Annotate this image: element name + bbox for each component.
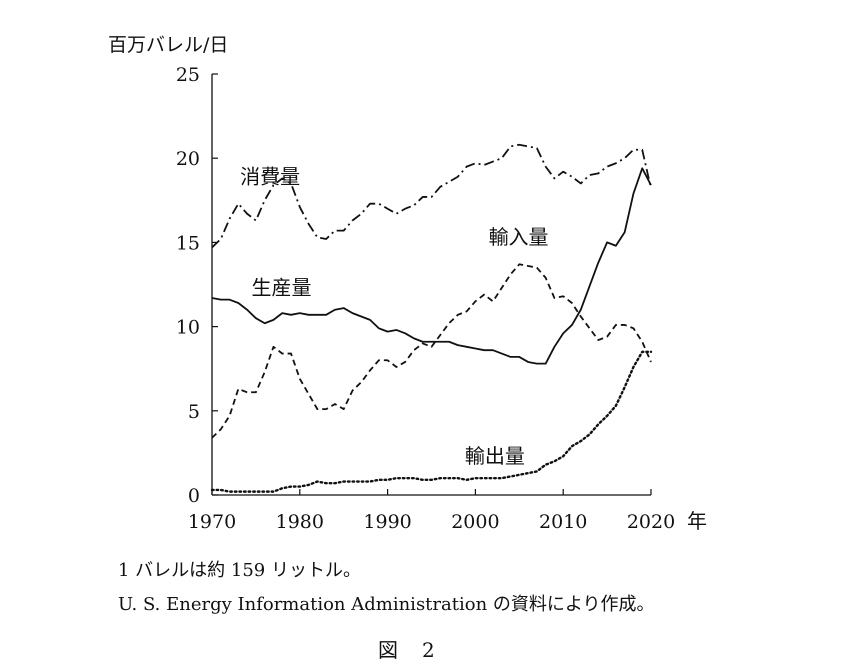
footnote-unit: 1 バレルは約 159 リットル。 bbox=[118, 560, 361, 581]
series-label: 消費量 bbox=[240, 164, 300, 188]
line-chart: 百万バレル/日 0 5 10 15 20 25 1970 1980 1990 2000 2010 2… bbox=[108, 34, 707, 533]
x-tick-label: 2020 bbox=[627, 511, 675, 533]
series-line-2 bbox=[211, 263, 652, 439]
series-label: 生産量 bbox=[252, 276, 312, 300]
y-tick-label: 15 bbox=[176, 232, 200, 254]
figure-label: 図 2 bbox=[378, 638, 437, 662]
x-tick-label: 1990 bbox=[363, 511, 411, 533]
x-tick-label: 1970 bbox=[188, 511, 236, 533]
y-tick-label: 25 bbox=[176, 64, 200, 86]
x-tick-label: 2000 bbox=[451, 511, 499, 533]
series-line-0 bbox=[211, 143, 652, 249]
y-tick-label: 20 bbox=[176, 148, 200, 170]
series-label: 輸出量 bbox=[465, 444, 525, 468]
y-axis-label: 百万バレル/日 bbox=[108, 34, 228, 56]
x-tick-label: 1980 bbox=[276, 511, 324, 533]
series-line-1 bbox=[211, 167, 652, 365]
footnote-source: U. S. Energy Information Administration … bbox=[118, 594, 655, 615]
series-label: 輸入量 bbox=[489, 225, 549, 249]
x-axis-label: 年 bbox=[687, 509, 707, 533]
series-line-3 bbox=[210, 350, 653, 493]
y-tick-label: 5 bbox=[188, 401, 200, 423]
y-tick-label: 10 bbox=[176, 317, 200, 339]
y-tick-label: 0 bbox=[188, 485, 200, 507]
x-tick-label: 2010 bbox=[539, 511, 587, 533]
